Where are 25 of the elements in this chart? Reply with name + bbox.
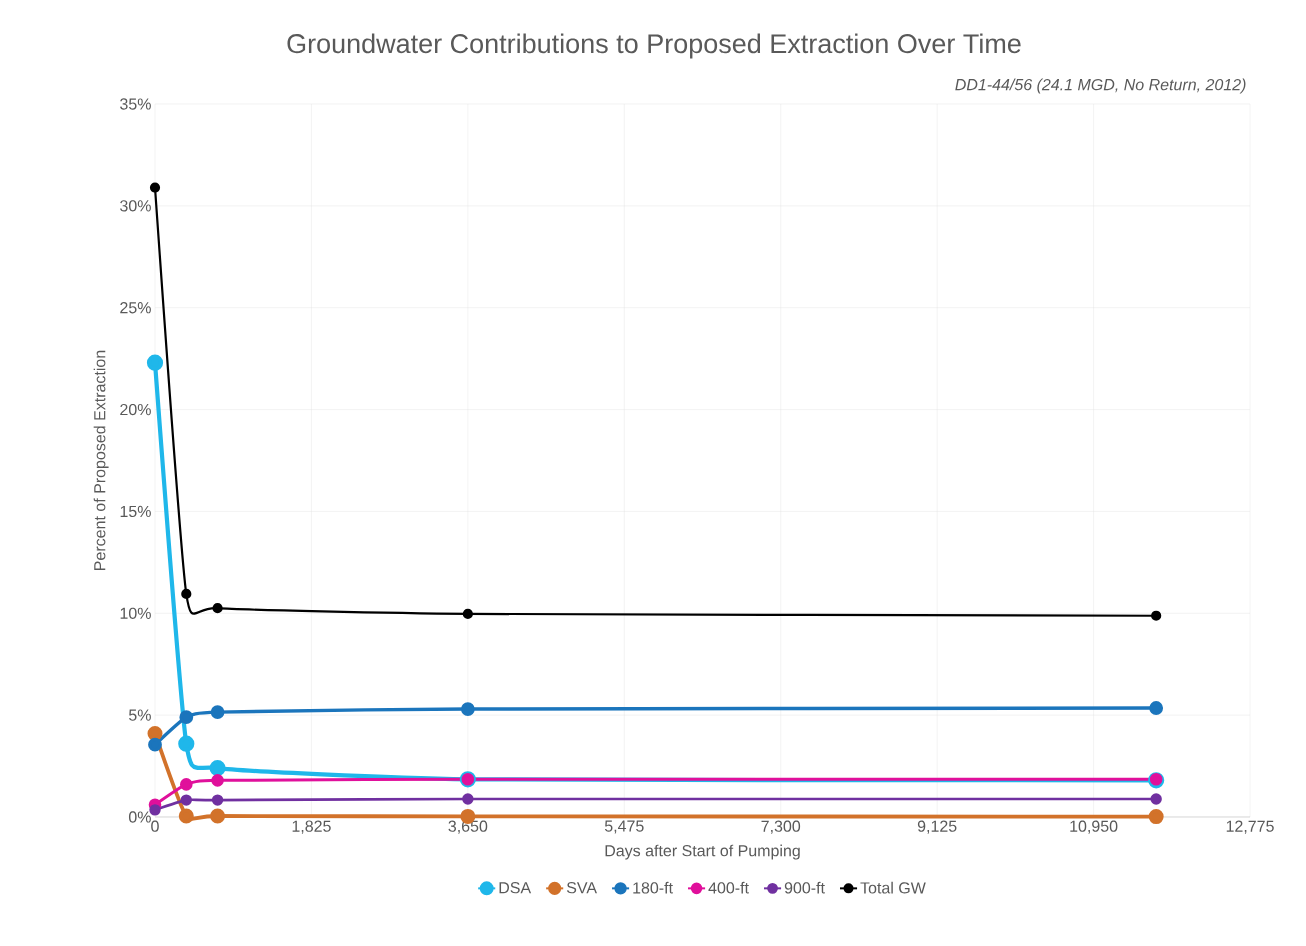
x-axis-title: Days after Start of Pumping [605,844,800,860]
x-tick-label: 9,125 [917,820,957,834]
chart-title: Groundwater Contributions to Proposed Extraction Over Time [287,33,1021,59]
x-tick-label: 10,950 [1070,820,1118,834]
x-tick-label: 12,775 [1226,820,1274,834]
x-tick-label: 7,300 [761,820,801,834]
legend-label: Total GW [860,881,926,894]
legend-label: DSA [499,882,532,894]
x-tick-label: 1,825 [292,820,331,834]
y-tick-label: 35% [120,98,151,110]
y-tick-label: 0% [128,811,151,823]
x-tick-label: 0 [151,820,159,832]
y-axis-title: Percent of Proposed Extraction [93,350,109,570]
y-tick-label: 15% [120,505,151,518]
y-tick-label: 10% [120,607,151,619]
legend-label: SVA [566,882,597,894]
y-tick-label: 30% [120,200,151,212]
y-tick-label: 20% [120,403,151,416]
y-tick-label: 25% [120,302,151,314]
legend-label: 900-ft [784,881,825,894]
legend-label: 400-ft [708,881,749,894]
y-tick-label: 5% [128,709,151,721]
x-tick-label: 5,475 [604,820,644,834]
legend-label: 180-ft [633,881,673,894]
chart-subtitle: DD1-44/56 (24.1 MGD, No Return, 2012) [955,78,1246,94]
